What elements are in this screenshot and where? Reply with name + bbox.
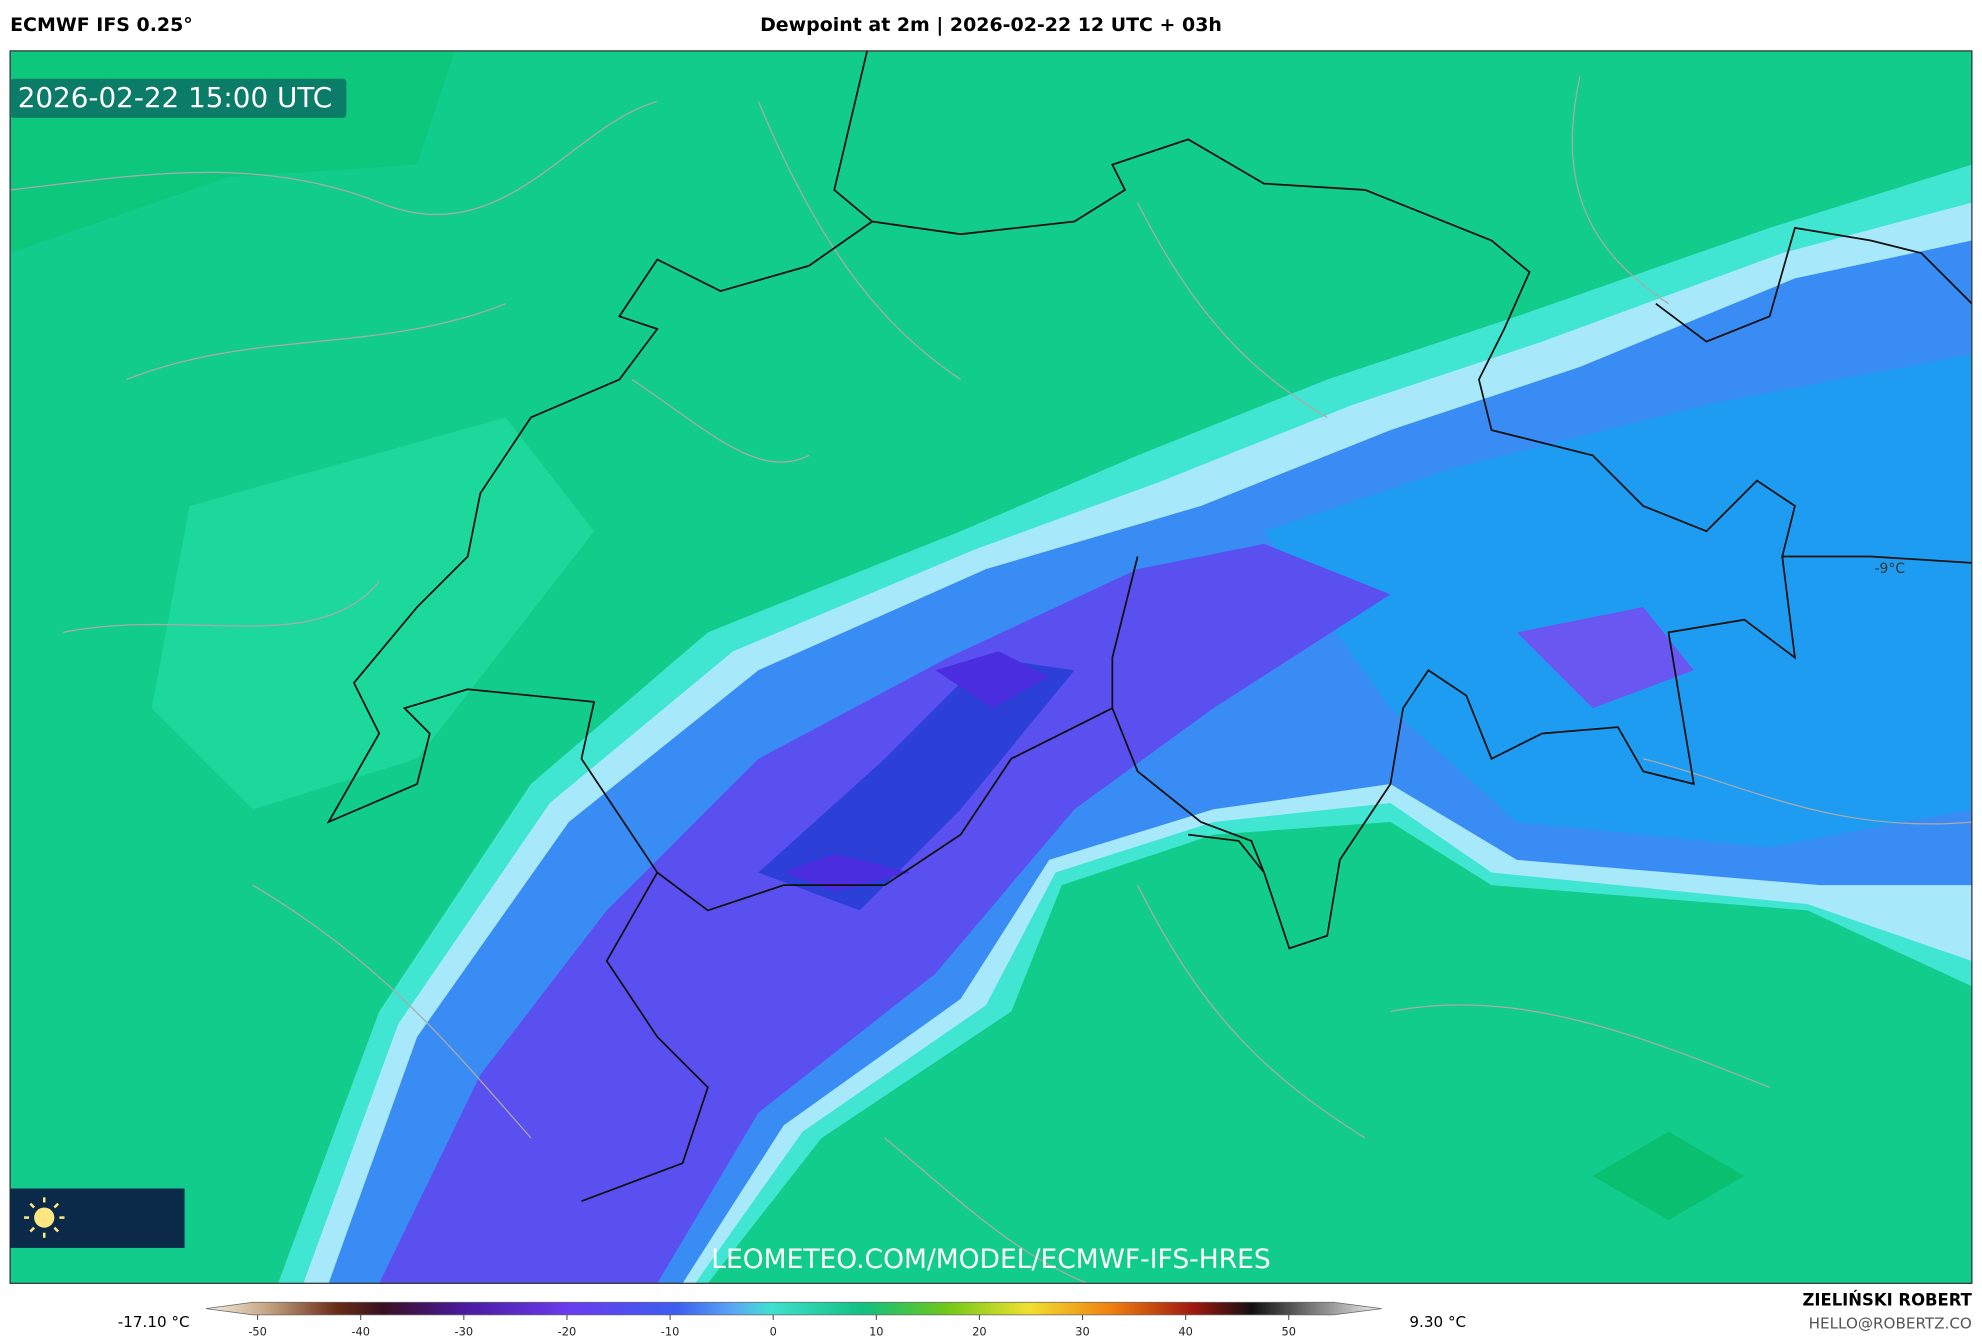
field-area [783,853,911,892]
colorbar-tick-label: -50 [248,1325,267,1338]
colorbar-tick-label: 20 [972,1325,986,1338]
country-borders [326,50,1972,1202]
logo-rays [24,1197,65,1238]
colorbar-tick-label: 10 [869,1325,883,1338]
map-title: Dewpoint at 2m | 2026-02-22 12 UTC + 03h [760,14,1222,36]
colorbar-bar [205,1301,1382,1316]
logo-sun [34,1207,55,1228]
field-area [1264,354,1972,848]
field-area [935,651,1050,709]
map-frame [9,50,1973,1284]
colorbar-tick-label: -30 [455,1325,474,1338]
model-name: ECMWF IFS 0.25° [10,14,193,36]
colorbar-tick-label: 40 [1178,1325,1192,1338]
colorbar-tick-label: -40 [351,1325,370,1338]
region-borders [10,76,1972,1284]
colorbar-tick-label: 0 [770,1325,777,1338]
colorbar-tick-label: 30 [1075,1325,1089,1338]
author: ZIELIŃSKI ROBERT [1802,1291,1972,1310]
colorbar-tick-label: -20 [558,1325,577,1338]
legend-min: -17.10 °C [118,1313,190,1331]
map [10,50,1972,1284]
field-area [758,657,1075,911]
time-box [10,78,347,118]
colorbar: -50 -40 -30 -20 -10 0 10 20 30 40 50 [205,1301,1382,1338]
email: HELLO@ROBERTZ.CO [1809,1314,1972,1332]
watermark: LEOMETEO.COM/MODEL/ECMWF-IFS-HRES [711,1244,1271,1275]
valid-time: 2026-02-22 15:00 UTC [18,81,332,114]
field-area [379,543,1391,1284]
legend-max: 9.30 °C [1409,1313,1466,1331]
colorbar-tick-label: -10 [661,1325,680,1338]
field-area [1516,607,1694,709]
colorbar-tick-label: 50 [1282,1325,1296,1338]
contour-label: -9°C [1874,561,1904,577]
field-area [151,417,595,810]
